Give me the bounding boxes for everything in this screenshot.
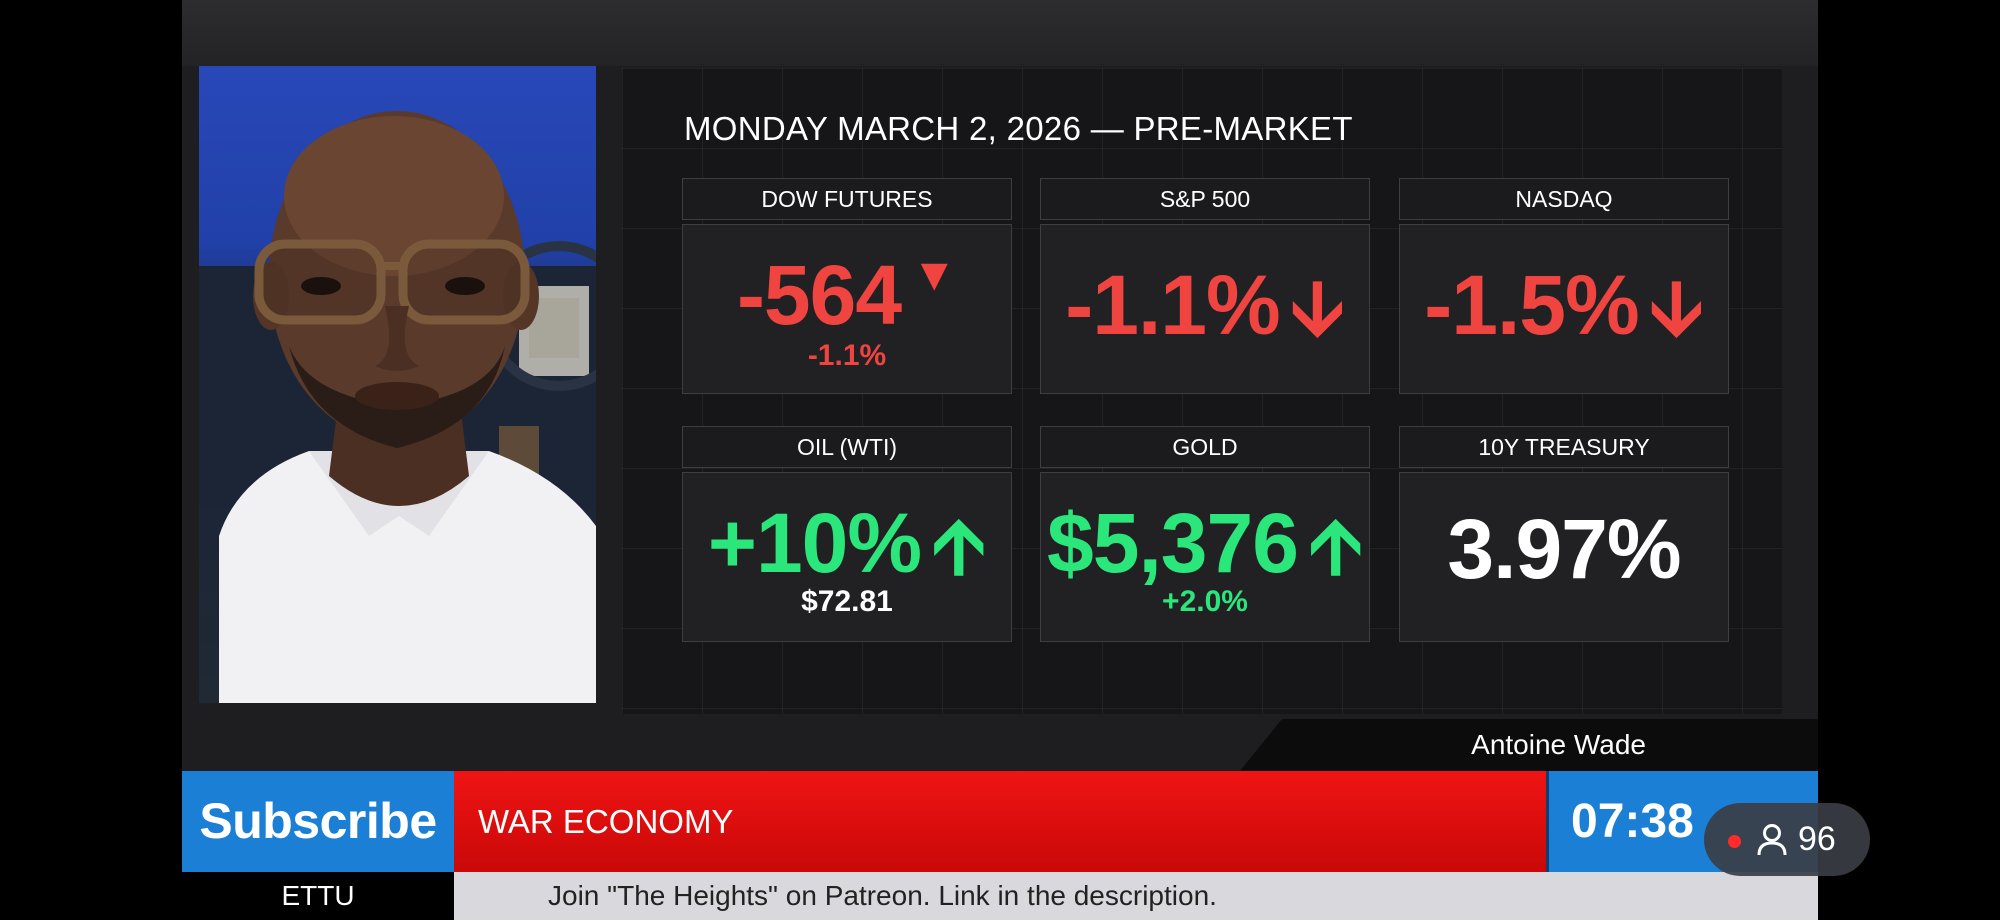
tile-body: -1.5% 🡫	[1399, 224, 1729, 394]
live-dot-icon	[1728, 835, 1741, 848]
tile-label: NASDAQ	[1399, 178, 1729, 220]
tile-value-row: -1.1% 🡫	[1041, 253, 1369, 382]
tile-sp500: S&P 500 -1.1% 🡫	[1040, 178, 1370, 394]
tile-value: $5,376	[1047, 496, 1299, 590]
tile-body: $5,376 🡩 +2.0%	[1040, 472, 1370, 642]
clock-time: 07:38	[1571, 795, 1694, 848]
arrow-up-icon: 🡩	[1308, 504, 1363, 589]
tile-body: -564 ▼ -1.1%	[682, 224, 1012, 394]
video-frame: MONDAY MARCH 2, 2026 — PRE-MARKET DOW FU…	[182, 0, 1818, 920]
channel-label: ETTU	[182, 872, 454, 920]
tile-10y-treasury: 10Y TREASURY 3.97%	[1399, 426, 1729, 642]
news-ticker: Join "The Heights" on Patreon. Link in t…	[454, 872, 1818, 920]
tile-value-row: $5,376 🡩	[1041, 491, 1369, 620]
market-board: MONDAY MARCH 2, 2026 — PRE-MARKET DOW FU…	[622, 68, 1782, 714]
tile-value: -1.1%	[1065, 258, 1280, 352]
tile-nasdaq: NASDAQ -1.5% 🡫	[1399, 178, 1729, 394]
arrow-up-icon: 🡩	[931, 504, 987, 589]
tile-body: +10% 🡩 $72.81	[682, 472, 1012, 642]
triangle-down-icon: ▼	[911, 248, 958, 300]
tile-sub: $72.81	[801, 585, 893, 618]
viewer-count: 96	[1798, 820, 1836, 858]
tile-label: DOW FUTURES	[682, 178, 1012, 220]
top-band	[182, 0, 1818, 66]
tile-body: -1.1% 🡫	[1040, 224, 1370, 394]
board-headline: MONDAY MARCH 2, 2026 — PRE-MARKET	[684, 110, 1353, 147]
tile-body: 3.97%	[1399, 472, 1729, 642]
tile-value: 3.97%	[1447, 502, 1681, 596]
arrow-down-icon: 🡫	[1649, 266, 1704, 351]
tile-sub: -1.1%	[807, 339, 887, 372]
tile-value-row: +10% 🡩	[683, 491, 1011, 620]
presenter-name: Antoine Wade	[1471, 729, 1646, 760]
presenter-image	[199, 111, 596, 703]
tile-value-row: -564 ▼	[683, 247, 1011, 344]
topic-text: WAR ECONOMY	[478, 803, 734, 840]
subscribe-button[interactable]: Subscribe	[182, 771, 454, 872]
arrow-down-icon: 🡫	[1290, 266, 1345, 351]
tile-dow-futures: DOW FUTURES -564 ▼ -1.1%	[682, 178, 1012, 394]
tile-gold: GOLD $5,376 🡩 +2.0%	[1040, 426, 1370, 642]
tile-value: -564	[736, 248, 902, 342]
tile-sub: +2.0%	[1162, 585, 1248, 618]
tile-label: 10Y TREASURY	[1399, 426, 1729, 468]
tile-value-row: -1.5% 🡫	[1400, 253, 1728, 382]
presenter-video	[199, 66, 596, 703]
tile-value: -1.5%	[1424, 258, 1639, 352]
tile-value-row: 3.97%	[1400, 501, 1728, 598]
presenter-name-plate: Antoine Wade	[1240, 719, 1818, 771]
ticker-text: Join "The Heights" on Patreon. Link in t…	[548, 880, 1217, 911]
tile-oil-wti: OIL (WTI) +10% 🡩 $72.81	[682, 426, 1012, 642]
person-icon	[1757, 824, 1787, 856]
tile-value: +10%	[707, 496, 922, 590]
tile-label: OIL (WTI)	[682, 426, 1012, 468]
tile-label: GOLD	[1040, 426, 1370, 468]
tile-label: S&P 500	[1040, 178, 1370, 220]
live-viewers-badge[interactable]: 96	[1704, 803, 1870, 876]
